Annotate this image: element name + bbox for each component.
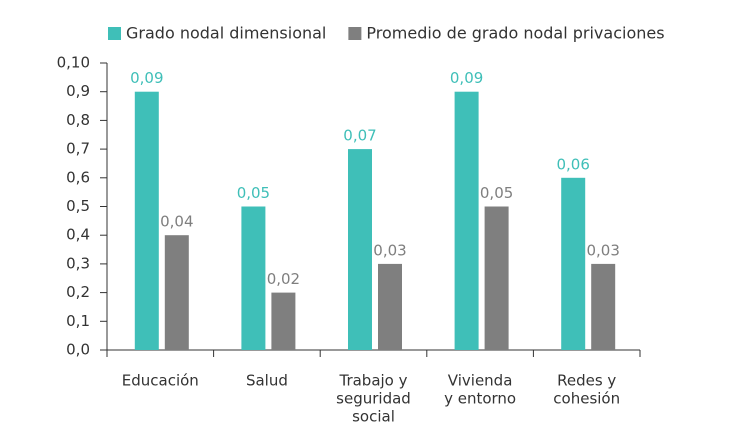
x-tick-label: Educación bbox=[122, 372, 199, 390]
legend-text: Grado nodal dimensional bbox=[126, 24, 326, 43]
bar bbox=[164, 235, 189, 350]
bar bbox=[378, 263, 402, 350]
value-label: 0,02 bbox=[267, 270, 300, 288]
bar bbox=[348, 149, 372, 350]
x-tick-label: Vivienda bbox=[448, 372, 513, 390]
bar bbox=[484, 206, 509, 350]
value-label: 0,09 bbox=[130, 69, 163, 87]
bar bbox=[241, 206, 266, 350]
bar bbox=[454, 91, 479, 350]
value-label: 0,03 bbox=[586, 241, 619, 259]
y-tick-label: 0,4 bbox=[66, 226, 90, 244]
bar bbox=[591, 263, 616, 350]
value-label: 0,05 bbox=[237, 184, 270, 202]
x-tick-label: cohesión bbox=[553, 390, 620, 408]
y-tick-label: 0,0 bbox=[66, 341, 90, 359]
y-tick-label: 0,8 bbox=[66, 111, 90, 129]
x-tick-label: y entorno bbox=[444, 390, 516, 408]
x-tick-label: seguridad bbox=[336, 390, 411, 408]
value-label: 0,09 bbox=[450, 69, 483, 87]
y-tick-label: 0,3 bbox=[66, 254, 90, 272]
x-tick-label: social bbox=[352, 408, 395, 426]
x-tick-label: Salud bbox=[246, 372, 288, 390]
y-tick-label: 0,1 bbox=[66, 312, 90, 330]
x-tick-label: Trabajo y bbox=[338, 372, 407, 390]
legend-swatch bbox=[348, 27, 362, 40]
value-label: 0,06 bbox=[556, 155, 589, 173]
y-tick-label: 0,5 bbox=[66, 197, 90, 215]
value-label: 0,03 bbox=[373, 241, 406, 259]
y-tick-label: 0,9 bbox=[66, 82, 90, 100]
legend-text: Promedio de grado nodal privaciones bbox=[366, 24, 664, 43]
bar bbox=[271, 292, 296, 350]
y-tick-label: 0,2 bbox=[66, 283, 90, 301]
legend-swatch bbox=[108, 27, 121, 40]
y-tick-label: 0,6 bbox=[66, 168, 90, 186]
x-tick-label: Redes y bbox=[557, 372, 616, 390]
value-label: 0,07 bbox=[343, 127, 376, 145]
value-label: 0,05 bbox=[480, 184, 513, 202]
y-tick-label: 0,10 bbox=[57, 54, 90, 72]
value-label: 0,04 bbox=[160, 213, 193, 231]
bar bbox=[561, 177, 586, 350]
y-tick-label: 0,7 bbox=[66, 140, 90, 158]
bar bbox=[134, 91, 159, 350]
